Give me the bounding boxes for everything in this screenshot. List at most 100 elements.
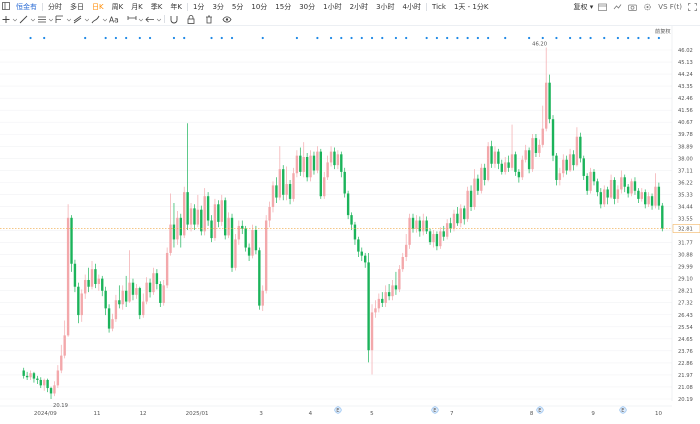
candle — [585, 173, 589, 195]
candle — [626, 184, 630, 198]
candle — [32, 371, 36, 383]
period-tab[interactable]: 年K — [170, 2, 182, 11]
toggle-sidebar-icon[interactable] — [0, 1, 12, 12]
candlestick-chart[interactable]: 46.02 45.13 44.24 43.35 42.46 41.56 40.67 39.78… — [0, 26, 700, 424]
period-tab[interactable]: 月K — [131, 2, 143, 11]
settings-icon[interactable] — [642, 2, 653, 12]
candle — [346, 190, 350, 220]
trash-icon[interactable] — [203, 14, 221, 24]
dividend-dot — [114, 36, 118, 40]
candle-body — [360, 251, 363, 256]
candle-body — [500, 163, 503, 172]
candle-body — [459, 208, 463, 224]
candle-body — [80, 293, 83, 316]
candle — [466, 186, 469, 222]
adjust-dropdown[interactable]: 复权 ▾ — [573, 2, 594, 11]
period-tab[interactable]: 日K — [92, 2, 104, 11]
horizontal-line-icon[interactable] — [36, 14, 54, 24]
camera-icon[interactable] — [627, 2, 638, 12]
candle-body — [162, 285, 165, 303]
period-tab[interactable]: 1天 - 1分K — [453, 2, 489, 11]
candle — [312, 151, 316, 175]
candle-body — [220, 200, 223, 222]
candle-body — [152, 273, 155, 293]
dividend-dot — [528, 36, 531, 40]
lock-icon[interactable] — [185, 14, 203, 24]
period-tab[interactable]: 15分 — [275, 2, 292, 11]
period-tab[interactable]: 多日 — [70, 2, 84, 11]
candle-body — [510, 154, 514, 168]
candle — [60, 344, 63, 374]
candle — [128, 250, 131, 303]
candle — [203, 188, 206, 236]
adjust-label: 复权 — [573, 2, 588, 11]
candle-body — [66, 217, 70, 336]
event-marker-label: E — [433, 408, 436, 414]
channel-icon[interactable] — [72, 14, 90, 24]
period-tab[interactable]: 30分 — [299, 2, 316, 11]
candle-body — [305, 157, 309, 178]
period-tab[interactable]: 季K — [150, 2, 163, 11]
text-icon[interactable]: Aa — [108, 14, 126, 24]
period-tab[interactable]: 2小时 — [349, 2, 369, 11]
magnet-icon[interactable] — [167, 14, 185, 24]
candle-body — [637, 190, 640, 199]
candle-body — [148, 282, 152, 293]
period-tab[interactable]: 3小时 — [376, 2, 395, 11]
period-tab[interactable]: 周K — [111, 2, 124, 11]
candle-body — [572, 154, 575, 166]
brush-icon[interactable] — [90, 14, 108, 24]
period-tab[interactable]: 1小时 — [323, 2, 342, 11]
fullscreen-icon[interactable] — [687, 2, 698, 12]
x-tick-label: 5 — [370, 411, 374, 417]
period-tab[interactable]: 4小时 — [402, 2, 422, 11]
candle-body — [169, 224, 172, 253]
candle — [282, 165, 285, 201]
candle — [456, 207, 459, 226]
trend-line-icon[interactable] — [18, 14, 36, 24]
candle-body — [223, 200, 227, 236]
candle — [104, 286, 107, 316]
eye-icon[interactable] — [221, 14, 239, 24]
candle — [340, 151, 343, 178]
period-tab[interactable]: 10分 — [251, 2, 268, 11]
candle-body — [323, 177, 326, 197]
candle — [223, 197, 227, 240]
compare-icon[interactable] — [612, 2, 623, 12]
period-tab[interactable]: 3分 — [212, 2, 224, 11]
measure-icon[interactable] — [126, 14, 144, 24]
dividend-dot — [360, 36, 363, 40]
candle-body — [644, 192, 647, 205]
candle-body — [206, 196, 210, 221]
time-axis: 2024/09 11 12 2025/01 3 4 5 7 8 9 10 E E E E — [0, 405, 672, 417]
period-tab[interactable]: 5分 — [231, 2, 244, 11]
arrow-icon[interactable] — [144, 14, 162, 24]
symbol-name[interactable]: 恒金有 — [16, 2, 37, 11]
y-tick-label: 28.21 — [678, 289, 693, 295]
calendar-icon[interactable] — [597, 2, 608, 12]
candle — [599, 188, 603, 209]
dividend-dot — [425, 36, 428, 40]
candle — [374, 300, 377, 318]
candle-body — [575, 136, 579, 166]
dividend-dot — [541, 36, 544, 40]
candle-body — [251, 229, 254, 256]
fibonacci-icon[interactable] — [54, 14, 72, 24]
candle — [360, 247, 363, 262]
period-tab[interactable]: Tick — [432, 2, 446, 11]
candle — [541, 105, 544, 148]
candle-body — [517, 171, 521, 178]
candle — [200, 205, 203, 236]
period-tab[interactable]: 1分 — [192, 2, 205, 11]
vs-compare[interactable]: VS F(t) — [655, 3, 685, 11]
candle-body — [493, 151, 497, 164]
separator — [426, 2, 428, 11]
current-price-label: 32.81 — [678, 226, 693, 232]
candle-body — [46, 379, 49, 389]
candle — [555, 152, 558, 186]
period-tab[interactable]: 分时 — [48, 2, 62, 11]
crosshair-icon[interactable] — [0, 14, 18, 24]
event-marker: E — [619, 406, 627, 414]
candle — [343, 167, 346, 198]
candle — [398, 265, 401, 293]
